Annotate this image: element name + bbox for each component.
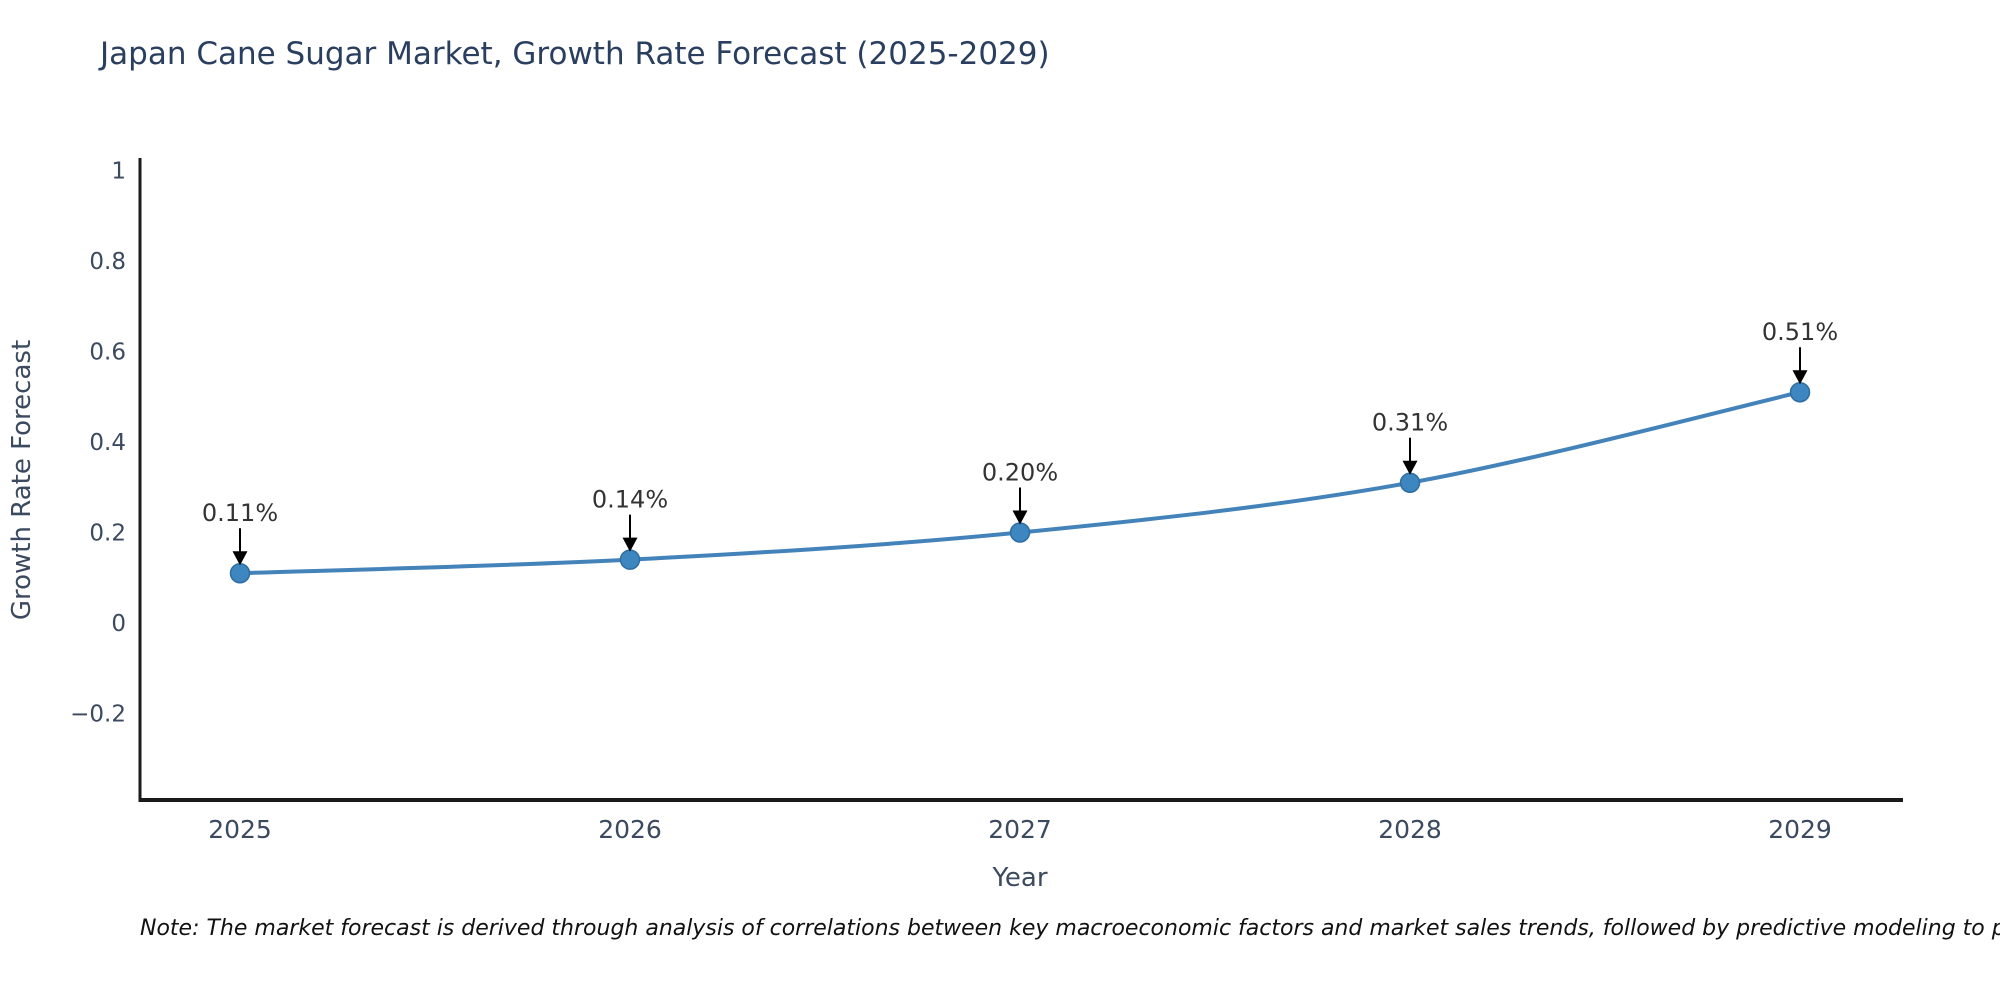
y-tick-label: 0.6 <box>89 340 126 366</box>
data-point-marker <box>619 549 641 570</box>
chart-title: Japan Cane Sugar Market, Growth Rate For… <box>100 36 1050 72</box>
data-point-marker <box>1009 522 1031 543</box>
y-tick-label: 0.4 <box>89 430 126 456</box>
annotation-arrowhead-icon <box>1402 460 1418 475</box>
y-tick-label: 0.2 <box>89 521 126 547</box>
data-point-label: 0.51% <box>1762 318 1838 346</box>
data-point-label: 0.11% <box>202 499 278 527</box>
x-tick-label: 2029 <box>1768 815 1832 844</box>
annotation-arrowhead-icon <box>232 551 248 566</box>
footnote: Note: The market forecast is derived thr… <box>140 916 2000 941</box>
y-axis-title: Growth Rate Forecast <box>7 340 37 620</box>
y-tick-label: 0.8 <box>89 249 126 275</box>
data-point-label: 0.31% <box>1372 409 1448 437</box>
annotation-arrowhead-icon <box>1792 370 1808 385</box>
y-tick-label: 1 <box>111 159 126 185</box>
data-point-marker <box>1399 472 1421 493</box>
x-axis-title: Year <box>991 863 1047 893</box>
annotation-arrowhead-icon <box>622 537 638 552</box>
annotation-arrowhead-icon <box>1012 510 1028 525</box>
data-point-marker <box>229 562 251 584</box>
x-tick-label: 2026 <box>598 815 662 844</box>
x-tick-label: 2027 <box>988 815 1052 844</box>
x-tick-label: 2025 <box>208 815 272 844</box>
y-tick-label: 0 <box>111 611 126 637</box>
line-chart: 1 0.8 0.6 0.4 0.2 0 −0.2 2025 2026 2027 2028 2029 Gr… <box>7 158 1903 893</box>
data-point-label: 0.14% <box>592 486 668 514</box>
y-tick-label: −0.2 <box>70 702 126 728</box>
data-point-marker <box>1789 381 1811 403</box>
data-point-label: 0.20% <box>982 459 1058 487</box>
x-tick-label: 2028 <box>1378 815 1442 844</box>
